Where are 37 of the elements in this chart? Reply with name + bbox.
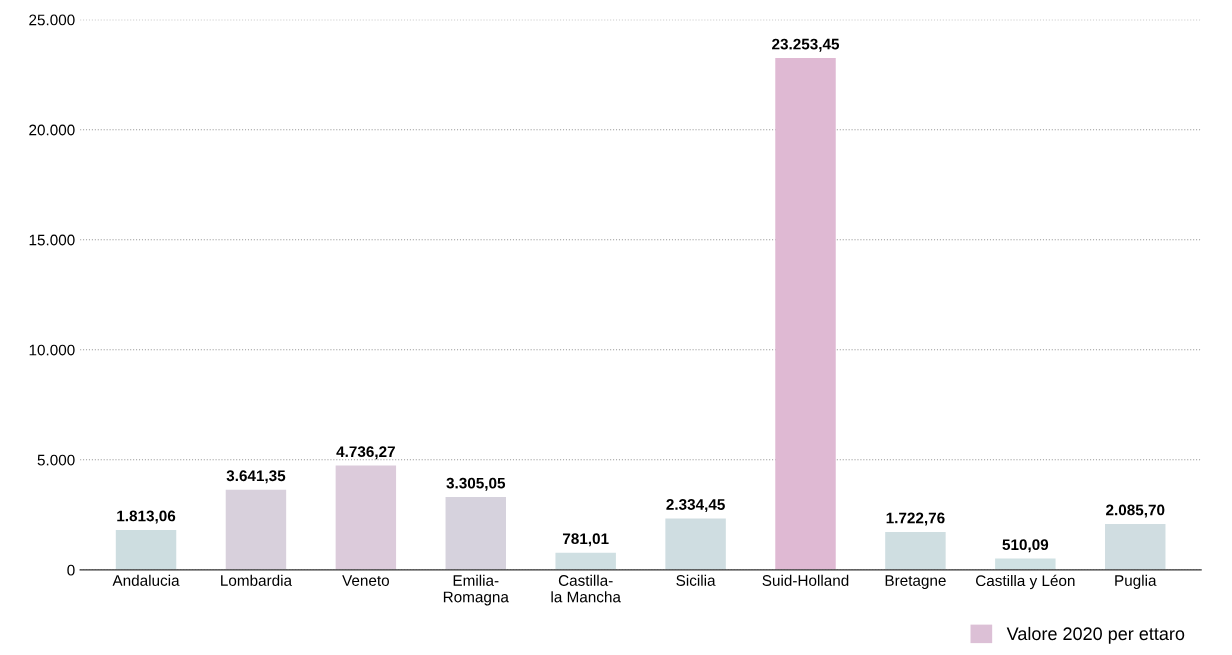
data-label: 510,09 bbox=[1002, 539, 1049, 553]
data-label: 3.641,35 bbox=[226, 470, 286, 484]
y-tick-label: 15.000 bbox=[29, 234, 75, 246]
bar bbox=[1105, 523, 1166, 570]
x-tick-label: Andalucia bbox=[112, 574, 180, 586]
y-tick-label: 20.000 bbox=[29, 124, 75, 136]
data-label: 1.722,76 bbox=[886, 512, 945, 526]
bar bbox=[555, 552, 616, 570]
y-tick-label: 10.000 bbox=[29, 344, 75, 356]
bar bbox=[885, 531, 946, 570]
data-label: 2.085,70 bbox=[1106, 504, 1165, 518]
data-label: 2.334,45 bbox=[666, 499, 725, 513]
y-tick-label: 25.000 bbox=[29, 14, 75, 26]
x-tick-label: Puglia bbox=[1115, 574, 1157, 589]
data-label: 1.813,06 bbox=[117, 510, 176, 524]
bar bbox=[225, 489, 287, 570]
x-tick-label: Castilla- la Mancha bbox=[551, 574, 621, 603]
x-tick-label: Veneto bbox=[342, 575, 390, 586]
data-label: 4.736,27 bbox=[336, 446, 395, 460]
legend-label: Valore 2020 per ettaro bbox=[1006, 626, 1185, 644]
x-tick-label: Castilla y Léon bbox=[976, 574, 1075, 590]
bar bbox=[995, 558, 1056, 570]
x-tick-label: Emilia- Romagna bbox=[443, 574, 509, 606]
data-label: 23.253,45 bbox=[772, 38, 840, 52]
data-label: 781,01 bbox=[562, 533, 609, 547]
y-tick-label: 0 bbox=[67, 564, 75, 576]
x-tick-label: Sicilia bbox=[676, 574, 716, 586]
x-tick-label: Lombardia bbox=[221, 574, 293, 586]
bar bbox=[665, 518, 726, 570]
bar bbox=[335, 465, 397, 570]
x-tick-label: Suid-Holland bbox=[762, 574, 849, 586]
data-label: 3.305,05 bbox=[446, 477, 506, 491]
x-tick-label: Bretagne bbox=[885, 575, 946, 589]
bar bbox=[775, 58, 836, 570]
bar bbox=[115, 529, 177, 570]
bar bbox=[445, 497, 506, 570]
y-tick-label: 5.000 bbox=[37, 454, 75, 466]
